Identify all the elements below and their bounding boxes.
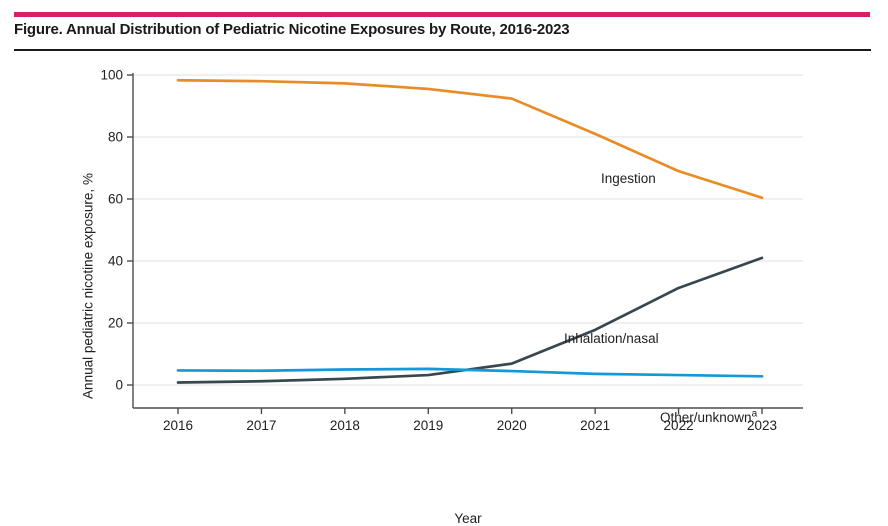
y-axis-title: Annual pediatric nicotine exposure, % xyxy=(80,173,96,399)
series-line-ingestion xyxy=(176,78,764,200)
x-tick-label: 2016 xyxy=(163,418,193,433)
x-tick-label: 2023 xyxy=(747,418,777,433)
series-label-other-unknown: Other/unknowna xyxy=(660,408,758,425)
accent-bar xyxy=(14,12,870,17)
x-tick-label: 2021 xyxy=(580,418,610,433)
series-label-inhalation-nasal: Inhalation/nasal xyxy=(564,331,659,346)
y-tick-label: 40 xyxy=(108,254,123,269)
footnote-marker: a xyxy=(751,408,758,420)
y-tick-label: 20 xyxy=(108,316,123,331)
series-label-ingestion-text: Ingestion xyxy=(601,171,656,186)
y-tick-label: 60 xyxy=(108,192,123,207)
x-tick-label: 2022 xyxy=(664,418,694,433)
figure-title: Figure. Annual Distribution of Pediatric… xyxy=(14,21,570,38)
series-line-other-unknown xyxy=(176,367,764,378)
chart-area: 0 20 40 60 80 100 2016 2017 2018 2019 2020 2021 2022… xyxy=(0,56,888,526)
chart-canvas: 0 20 40 60 80 100 2016 2017 2018 2019 2020 2021 2022… xyxy=(100,68,803,433)
x-tick-label: 2020 xyxy=(497,418,527,433)
x-tick-label: 2019 xyxy=(413,418,443,433)
title-divider xyxy=(14,49,871,51)
y-tick-label: 0 xyxy=(115,378,123,393)
y-tick-label: 100 xyxy=(100,68,123,83)
series-label-other-text: Other/unknown xyxy=(660,410,752,425)
x-axis-title: Year xyxy=(454,511,482,526)
series-label-ingestion: Ingestion xyxy=(601,171,656,186)
x-tick-label: 2017 xyxy=(246,418,276,433)
series-line-inhalation-nasal xyxy=(176,256,764,384)
series-label-inhalation-text: Inhalation/nasal xyxy=(564,331,659,346)
x-tick-label: 2018 xyxy=(330,418,360,433)
figure-root: { "header": { "title": "Figure. Annual D… xyxy=(0,12,888,526)
y-tick-label: 80 xyxy=(108,130,123,145)
